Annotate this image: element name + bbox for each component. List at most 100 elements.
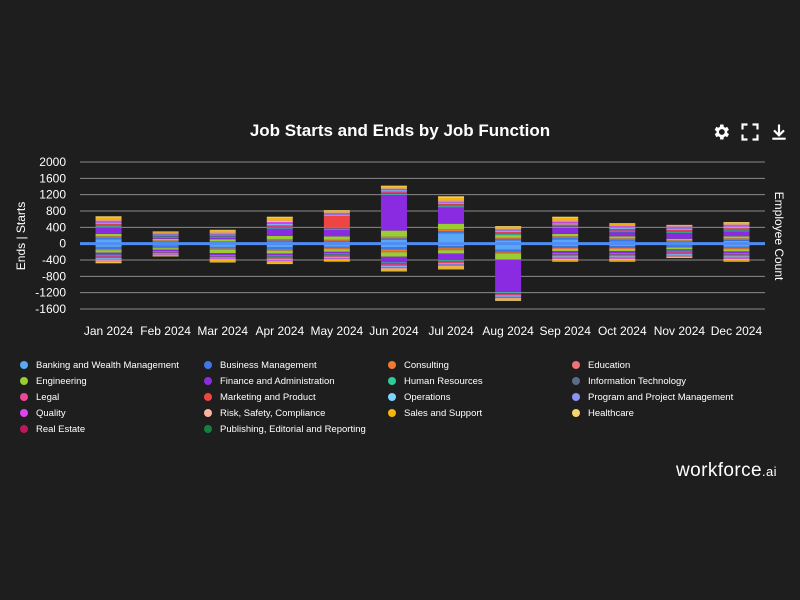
bar-start-segment[interactable] [723,229,750,231]
bar-start-segment[interactable] [495,231,522,233]
bar-end-segment[interactable] [266,259,293,261]
legend-item[interactable]: Operations [388,390,572,404]
bar-end-segment[interactable] [209,261,236,263]
bar-end-segment[interactable] [266,255,293,257]
bar-start-segment[interactable] [323,236,350,240]
bar-end-segment[interactable] [380,243,407,248]
bar-end-segment[interactable] [723,251,750,254]
bar-end-segment[interactable] [95,262,122,264]
bar-start-segment[interactable] [552,237,579,240]
legend-item[interactable]: Marketing and Product [204,390,388,404]
bar-start-segment[interactable] [723,224,750,225]
bar-end-segment[interactable] [323,259,350,260]
bar-end-segment[interactable] [266,257,293,258]
bar-start-segment[interactable] [380,236,407,238]
bar-end-segment[interactable] [95,261,122,263]
download-icon[interactable] [769,122,789,142]
bar-start-segment[interactable] [609,231,636,233]
bar-start-segment[interactable] [438,205,465,207]
bar-end-segment[interactable] [723,256,750,258]
bar-end-segment[interactable] [380,265,407,267]
bar-start-segment[interactable] [438,223,465,230]
bar-start-segment[interactable] [723,236,750,239]
bar-start-segment[interactable] [552,217,579,221]
bar-start-segment[interactable] [666,233,693,239]
bar-end-segment[interactable] [209,246,236,249]
bar-start-segment[interactable] [323,228,350,229]
bar-start-segment[interactable] [380,190,407,192]
bar-start-segment[interactable] [552,226,579,227]
bar-end-segment[interactable] [380,247,407,250]
bar-start-segment[interactable] [495,229,522,231]
bar-start-segment[interactable] [438,204,465,206]
bar-end-segment[interactable] [209,259,236,260]
bar-start-segment[interactable] [152,235,179,237]
bar-start-segment[interactable] [266,223,293,225]
bar-end-segment[interactable] [495,293,522,295]
bar-end-segment[interactable] [495,259,522,293]
bar-end-segment[interactable] [438,246,465,249]
bar-start-segment[interactable] [552,236,579,237]
bar-end-segment[interactable] [209,249,236,250]
bar-start-segment[interactable] [152,231,179,232]
bar-end-segment[interactable] [438,263,465,265]
bar-end-segment[interactable] [723,248,750,249]
bar-end-segment[interactable] [609,257,636,258]
bar-end-segment[interactable] [438,261,465,263]
bar-end-segment[interactable] [266,256,293,258]
bar-end-segment[interactable] [666,254,693,256]
bar-end-segment[interactable] [495,295,522,297]
bar-start-segment[interactable] [438,229,465,230]
bar-start-segment[interactable] [495,238,522,241]
bar-start-segment[interactable] [438,200,465,202]
bar-end-segment[interactable] [609,259,636,261]
bar-end-segment[interactable] [438,249,465,251]
bar-end-segment[interactable] [323,246,350,249]
bar-start-segment[interactable] [438,204,465,205]
bar-start-segment[interactable] [323,239,350,241]
bar-end-segment[interactable] [323,251,350,254]
legend-item[interactable]: Finance and Administration [204,374,388,388]
bar-end-segment[interactable] [495,296,522,298]
bar-start-segment[interactable] [552,233,579,237]
bar-end-segment[interactable] [323,256,350,258]
bar-end-segment[interactable] [152,251,179,253]
bar-start-segment[interactable] [666,240,693,241]
bar-start-segment[interactable] [209,235,236,236]
bar-end-segment[interactable] [438,262,465,264]
bar-end-segment[interactable] [209,248,236,250]
bar-end-segment[interactable] [666,253,693,255]
bar-end-segment[interactable] [266,261,293,263]
bar-end-segment[interactable] [266,243,293,248]
bar-end-segment[interactable] [152,252,179,254]
bar-end-segment[interactable] [495,297,522,299]
bar-end-segment[interactable] [495,293,522,294]
bar-start-segment[interactable] [438,196,465,198]
bar-start-segment[interactable] [552,227,579,234]
bar-end-segment[interactable] [609,247,636,249]
bar-end-segment[interactable] [609,255,636,257]
bar-end-segment[interactable] [552,260,579,262]
bar-start-segment[interactable] [152,240,179,241]
bar-start-segment[interactable] [552,221,579,223]
bar-end-segment[interactable] [95,255,122,257]
bar-end-segment[interactable] [552,257,579,259]
bar-end-segment[interactable] [438,264,465,265]
bar-end-segment[interactable] [723,259,750,261]
bar-end-segment[interactable] [323,255,350,256]
bar-start-segment[interactable] [609,238,636,239]
bar-start-segment[interactable] [95,222,122,224]
bar-start-segment[interactable] [666,226,693,229]
bar-end-segment[interactable] [152,245,179,248]
legend-item[interactable]: Education [572,358,756,372]
bar-end-segment[interactable] [380,268,407,271]
bar-end-segment[interactable] [209,257,236,259]
legend-item[interactable]: Quality [20,406,204,420]
bar-end-segment[interactable] [380,264,407,266]
bar-end-segment[interactable] [323,255,350,257]
bar-end-segment[interactable] [666,252,693,254]
bar-start-segment[interactable] [323,229,350,237]
bar-start-segment[interactable] [209,233,236,235]
bar-start-segment[interactable] [323,215,350,228]
bar-start-segment[interactable] [495,237,522,239]
